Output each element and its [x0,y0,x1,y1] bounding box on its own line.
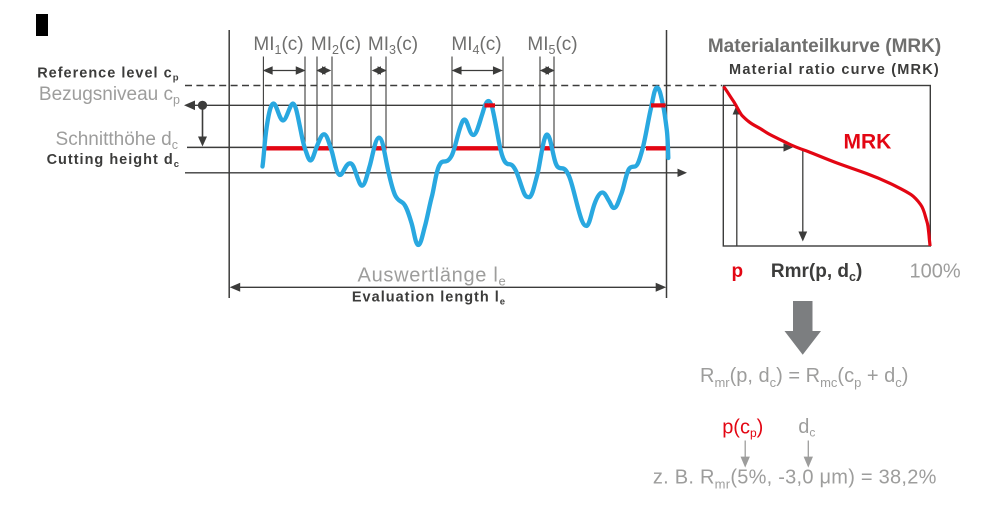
svg-text:Materialanteilkurve (MRK): Materialanteilkurve (MRK) [708,36,941,57]
svg-text:Schnitthöhe dc: Schnitthöhe dc [56,129,178,152]
svg-text:MI4(c): MI4(c) [451,34,501,57]
svg-text:MI5(c): MI5(c) [527,34,577,57]
svg-text:MRK: MRK [844,131,892,154]
svg-text:MI3(c): MI3(c) [368,34,418,57]
svg-text:Bezugsniveau cp: Bezugsniveau cp [39,84,180,107]
svg-text:MI2(c): MI2(c) [311,34,361,57]
svg-text:100%: 100% [910,261,961,283]
svg-text:dc: dc [798,416,815,440]
svg-text:Reference level cp: Reference level cp [37,66,179,84]
svg-text:p(cp): p(cp) [722,417,763,441]
svg-text:Cutting height dc: Cutting height dc [47,152,180,170]
svg-text:Rmr(p, dc) = Rmc(cp + dc): Rmr(p, dc) = Rmc(cp + dc) [700,365,908,390]
svg-text:p: p [732,261,744,282]
svg-text:MI1(c): MI1(c) [253,34,303,57]
svg-text:Evaluation length le: Evaluation length le [352,289,506,307]
svg-text:Rmr(p, dc): Rmr(p, dc) [771,261,862,284]
svg-text:Auswertlänge le: Auswertlänge le [358,264,507,288]
svg-text:Material ratio curve (MRK): Material ratio curve (MRK) [729,62,940,78]
svg-text:z. B. Rmr(5%, -3,0 μm) = 38,2%: z. B. Rmr(5%, -3,0 μm) = 38,2% [653,467,937,492]
